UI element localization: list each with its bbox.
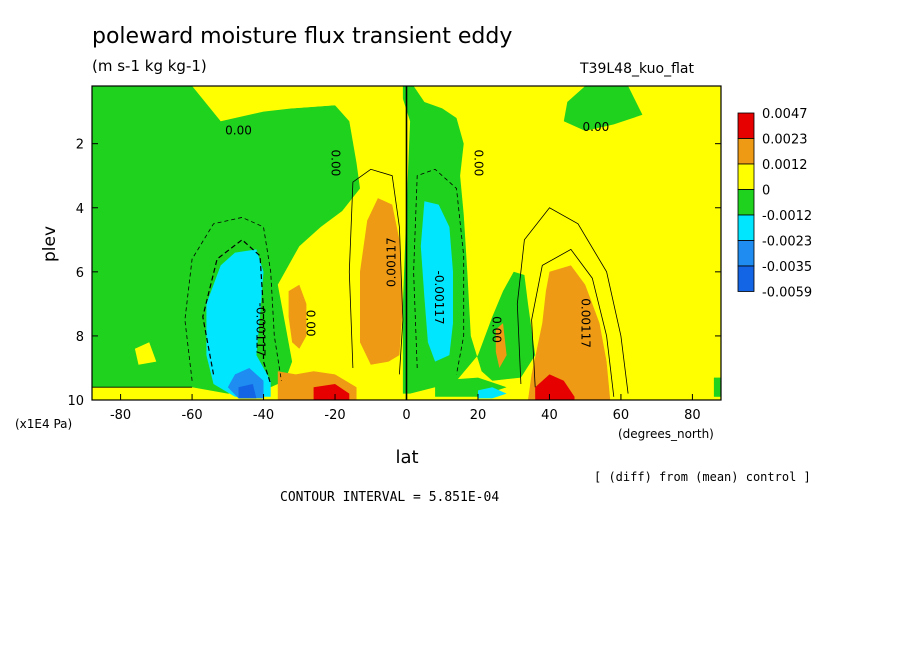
orange-region-north [528, 265, 611, 400]
y-tick-label-6: 6 [76, 266, 84, 281]
difference-note: [ (diff) from (mean) control ] [594, 470, 811, 484]
contour-pos-north-mid [531, 248, 615, 397]
contour-label-3: 0.00 [472, 150, 486, 177]
contour-label-0: 0.00 [225, 123, 252, 137]
x-tick-label-40: 40 [541, 408, 558, 423]
contour-label-7: 0.00117 [579, 298, 593, 348]
yellow-top-south-center [292, 87, 364, 118]
colorbar-label-3: 0 [762, 184, 770, 199]
contour-label-6: -0.00117 [254, 303, 268, 357]
cyan-region-south [206, 249, 271, 397]
x-tick-label-0: 0 [402, 408, 410, 423]
x-tick-label--40: -40 [253, 408, 274, 423]
darkblue-region-south [238, 384, 257, 399]
cyan-region-center [420, 201, 453, 362]
chart-title: poleward moisture flux transient eddy [92, 24, 513, 49]
colorbar-label-6: -0.0035 [762, 260, 812, 275]
x-tick-label--20: -20 [324, 408, 345, 423]
colorbar-swatch-1 [737, 138, 755, 165]
contour-lines [92, 86, 629, 400]
filled-contours [92, 86, 721, 400]
contour-label-1: 0.00 [583, 120, 610, 134]
x-tick-label--60: -60 [181, 408, 202, 423]
colorbar-swatch-6 [737, 265, 755, 292]
colorbar-label-7: -0.0059 [762, 286, 812, 301]
orange-region-south-center [360, 198, 403, 365]
colorbar-label-1: 0.0023 [762, 133, 808, 148]
y-tick-label-2: 2 [76, 138, 84, 153]
x-axis-title: lat [395, 447, 418, 468]
green-region-right-edge [713, 377, 721, 397]
blue-region-south [227, 368, 264, 399]
contour-labels: 0.00 0.00 0.00 0.00 0.00117 -0.00117 -0.00117 0… [225, 120, 609, 356]
colorbar-label-2: 0.0012 [762, 158, 808, 173]
x-tick-label--80: -80 [110, 408, 131, 423]
y-tick-label-10: 10 [67, 394, 84, 409]
contour-pos-north-outer [516, 207, 629, 394]
green-region-north [563, 86, 643, 131]
colorbar: 0.0047 0.0023 0.0012 0 -0.0012 -0.0023 -0.0035… [737, 107, 812, 301]
contour-neg-south-inner [202, 239, 272, 385]
x-tick-label-80: 80 [684, 408, 701, 423]
colorbar-label-5: -0.0023 [762, 235, 812, 250]
contour-neg-south-outer [184, 216, 282, 381]
orange-blob-center [495, 323, 507, 368]
colorbar-label-4: -0.0012 [762, 209, 812, 224]
x-tick-label-20: 20 [470, 408, 487, 423]
colorbar-swatch-2 [737, 163, 755, 190]
contour-label-5: -0.00117 [432, 271, 446, 325]
run-id: T39L48_kuo_flat [580, 61, 694, 77]
colorbar-swatch-5 [737, 240, 755, 267]
x-axis: -80 -60 -40 -20 0 20 40 60 80 [110, 394, 701, 423]
y-tick-label-8: 8 [76, 330, 84, 345]
cyan-blob-north [478, 387, 507, 399]
contour-label-2: 0.00 [329, 150, 343, 177]
contour-interval-note: CONTOUR INTERVAL = 5.851E-04 [280, 490, 500, 505]
contour-neg-center-outer [413, 168, 465, 375]
chart-units: (m s-1 kg kg-1) [92, 57, 207, 75]
colorbar-label-0: 0.0047 [762, 107, 808, 122]
colorbar-swatch-0 [737, 112, 755, 139]
contour-label-4: 0.00117 [385, 237, 399, 287]
orange-region-south-small [288, 284, 307, 349]
colorbar-swatch-4 [737, 214, 755, 241]
y-axis-units: (x1E4 Pa) [15, 417, 72, 431]
contour-label-9: 0.00 [489, 316, 503, 343]
green-region-south [92, 86, 360, 394]
colorbar-swatch-3 [737, 189, 755, 216]
red-region-north-base [535, 374, 575, 400]
plot-area: 0.00 0.00 0.00 0.00 0.00117 -0.00117 -0.00117 0… [92, 86, 721, 400]
y-tick-label-4: 4 [76, 202, 84, 217]
x-axis-units: (degrees_north) [618, 427, 714, 441]
contour-pos-center-south-outer [348, 168, 404, 375]
y-axis-title: plev [40, 226, 60, 262]
yellow-blob-south [134, 342, 157, 365]
x-tick-label-60: 60 [613, 408, 630, 423]
red-region-south-base [313, 384, 350, 400]
y-axis: 2 4 6 8 10 [67, 138, 721, 409]
contour-label-8: 0.00 [304, 310, 318, 337]
